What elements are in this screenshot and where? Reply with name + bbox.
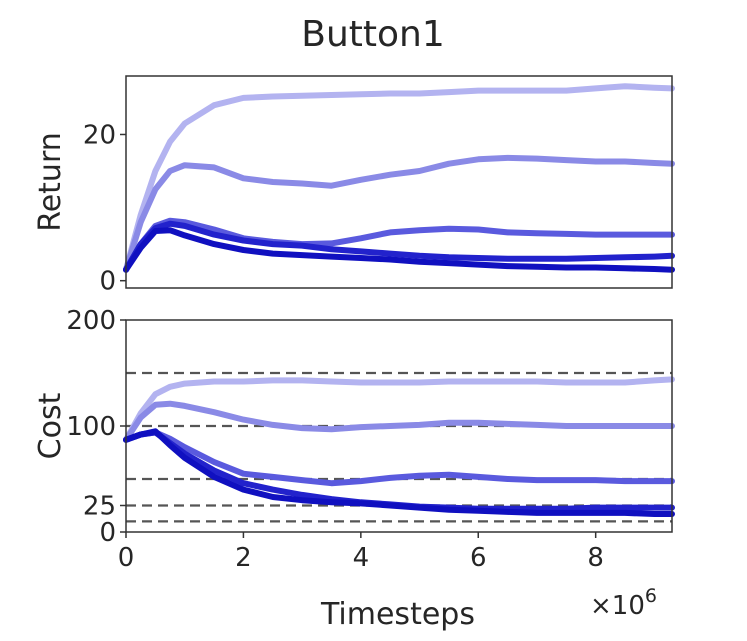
series-line-2	[123, 217, 675, 273]
y-axis-label: Cost	[33, 392, 68, 459]
x-tick-label: 0	[118, 543, 135, 573]
x-multiplier-base: ×10	[590, 591, 645, 621]
x-tick-label: 4	[353, 543, 370, 573]
series-line-2	[123, 429, 675, 487]
series-line-4	[123, 227, 675, 273]
y-tick-label: 100	[66, 412, 116, 442]
x-tick-label: 8	[587, 543, 604, 573]
cost-panel: 025 100 200 Cost	[33, 306, 675, 548]
x-tick-label: 2	[235, 543, 252, 573]
chart-title: Button1	[301, 14, 445, 55]
series-line-1	[123, 400, 675, 443]
y-tick-label: 0	[99, 267, 116, 297]
x-axis-multiplier: ×106	[590, 585, 657, 621]
x-axis: 0 2 4 6 8	[118, 532, 604, 573]
x-tick-label: 6	[470, 543, 487, 573]
series-line-0	[123, 83, 675, 273]
y-tick-label: 20	[83, 120, 116, 150]
y-tick-label: 0	[99, 518, 116, 548]
y-tick-label: 200	[66, 306, 116, 336]
y-tick-label: 25	[83, 492, 116, 522]
x-multiplier-exponent: 6	[645, 585, 657, 607]
series-line-3	[123, 220, 675, 273]
series-line-4	[123, 428, 675, 517]
return-panel: 0 20 Return	[33, 75, 675, 297]
series-line-1	[123, 154, 675, 273]
plot-frame	[125, 75, 673, 289]
series-line-0	[123, 376, 675, 443]
x-axis-label: Timesteps	[320, 597, 475, 632]
y-axis-label: Return	[33, 132, 68, 232]
